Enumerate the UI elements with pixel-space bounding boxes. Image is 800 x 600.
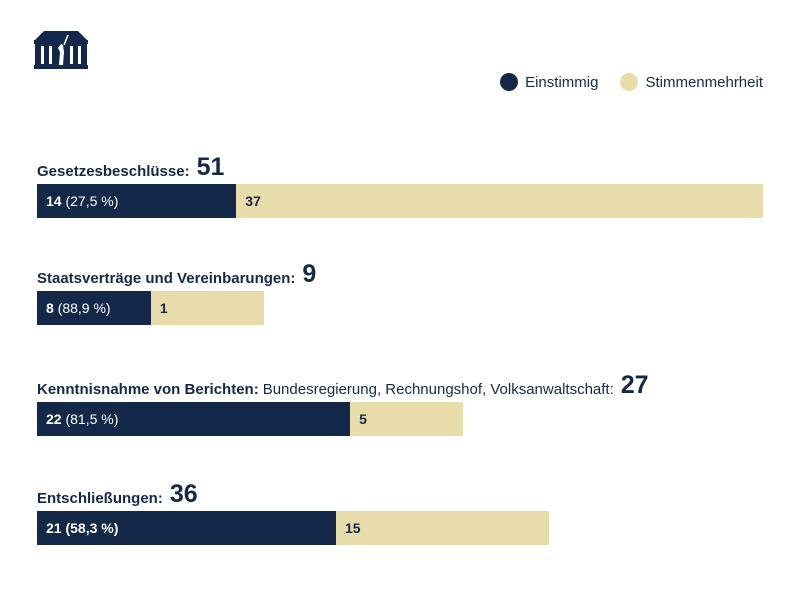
legend-swatch-majority	[620, 73, 639, 91]
row-title: Kenntnisnahme von Berichten: Bundesregie…	[37, 371, 649, 399]
category-label: Kenntnisnahme von Berichten:	[37, 381, 259, 398]
bar-segment-unanimous: 22 (81,5 %)	[37, 402, 351, 436]
bar-segment-unanimous: 21 (58,3 %)	[37, 511, 336, 545]
parliament-logo	[34, 31, 88, 69]
unanimous-percent: (88,9 %)	[57, 300, 111, 316]
bar-segment-majority: 37	[236, 184, 763, 218]
total-value: 9	[302, 260, 317, 288]
bar-row: Staatsverträge und Vereinbarungen: 9 8 (…	[37, 261, 316, 325]
bar-segment-majority: 15	[335, 511, 550, 545]
unanimous-percent: (27,5 %)	[65, 193, 119, 209]
majority-count: 15	[344, 520, 361, 536]
row-title: Gesetzesbeschlüsse: 51	[37, 153, 763, 181]
stacked-bar: 22 (81,5 %) 5	[37, 402, 649, 436]
total-value: 51	[196, 153, 225, 181]
unanimous-count: 8	[46, 300, 54, 316]
category-label: Gesetzesbeschlüsse:	[37, 163, 190, 180]
stacked-bar: 21 (58,3 %) 15	[37, 511, 550, 545]
legend-label: Stimmenmehrheit	[645, 73, 763, 91]
unanimous-percent: (81,5 %)	[65, 411, 119, 427]
unanimous-count: 14	[46, 193, 62, 209]
unanimous-count: 21	[46, 520, 62, 536]
bar-row: Gesetzesbeschlüsse: 51 14 (27,5 %) 37	[37, 154, 763, 218]
legend-label: Einstimmig	[525, 73, 599, 91]
unanimous-count: 22	[46, 411, 62, 427]
unanimous-percent: (58,3 %)	[65, 520, 119, 536]
legend: Einstimmig Stimmenmehrheit	[478, 73, 763, 91]
bar-segment-unanimous: 14 (27,5 %)	[37, 184, 237, 218]
bar-row: Entschließungen: 36 21 (58,3 %) 15	[37, 480, 550, 545]
category-label: Staatsverträge und Vereinbarungen:	[37, 270, 296, 287]
total-value: 36	[169, 480, 198, 508]
category-sublabel: Bundesregierung, Rechnungshof, Volksanwa…	[262, 381, 614, 398]
legend-item-majority: Stimmenmehrheit	[620, 73, 763, 91]
bar-segment-majority: 5	[350, 402, 464, 436]
majority-count: 37	[245, 193, 261, 209]
category-label: Entschließungen:	[37, 490, 163, 507]
legend-swatch-unanimous	[500, 73, 519, 91]
row-title: Entschließungen: 36	[37, 480, 549, 508]
total-value: 27	[620, 371, 649, 399]
majority-count: 1	[159, 300, 168, 316]
bar-segment-unanimous: 8 (88,9 %)	[37, 291, 151, 325]
legend-item-unanimous: Einstimmig	[500, 73, 598, 91]
stacked-bar: 14 (27,5 %) 37	[37, 184, 763, 218]
bar-segment-majority: 1	[150, 291, 264, 325]
row-title: Staatsverträge und Vereinbarungen: 9	[37, 260, 317, 288]
bar-row: Kenntnisnahme von Berichten: Bundesregie…	[37, 372, 649, 436]
stacked-bar: 8 (88,9 %) 1	[37, 291, 316, 325]
majority-count: 5	[359, 411, 367, 427]
